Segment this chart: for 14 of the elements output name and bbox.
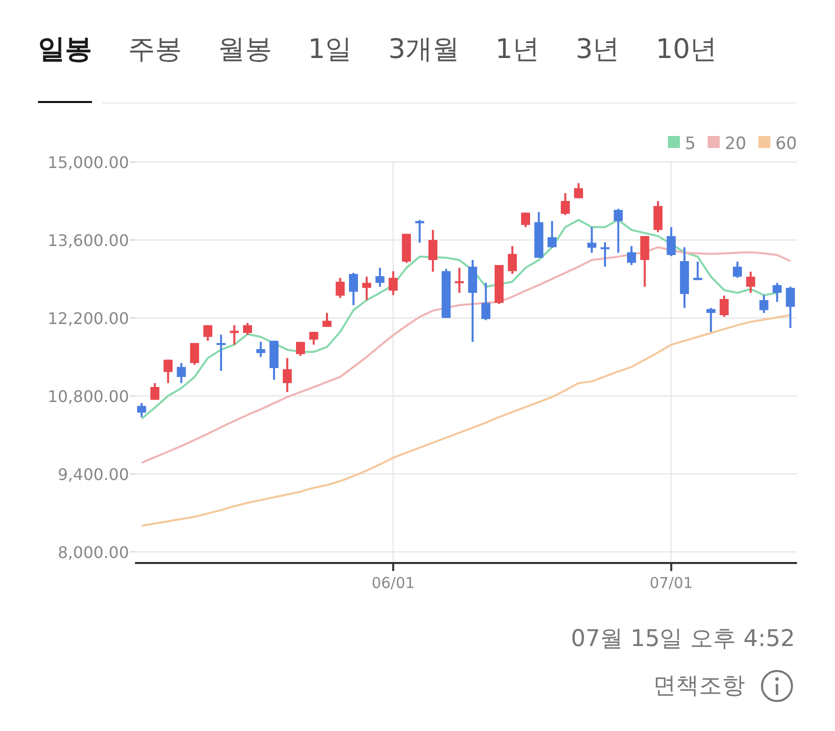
legend-label: 20 xyxy=(724,134,746,154)
y-tick-label: 9,400.00 xyxy=(58,464,129,484)
legend-label: 5 xyxy=(684,134,696,154)
y-tick-label: 12,200.00 xyxy=(48,308,129,328)
y-tick-label: 8,000.00 xyxy=(58,542,129,562)
y-tick-label: 13,600.00 xyxy=(48,230,129,250)
x-tick-label: 07/01 xyxy=(650,574,693,592)
y-tick-label: 15,000.00 xyxy=(48,153,129,172)
text: 면책조항 xyxy=(653,673,745,699)
tabs: 일봉 주봉 월봉 1일 3개월 1년 3년 10년 xyxy=(38,34,718,103)
legend-label: 60 xyxy=(775,134,797,154)
y-tick-label: 10,800.00 xyxy=(48,386,129,406)
x-tick-label: 06/01 xyxy=(372,574,415,592)
text: 07월 15일 오후 4:52 xyxy=(570,626,795,652)
